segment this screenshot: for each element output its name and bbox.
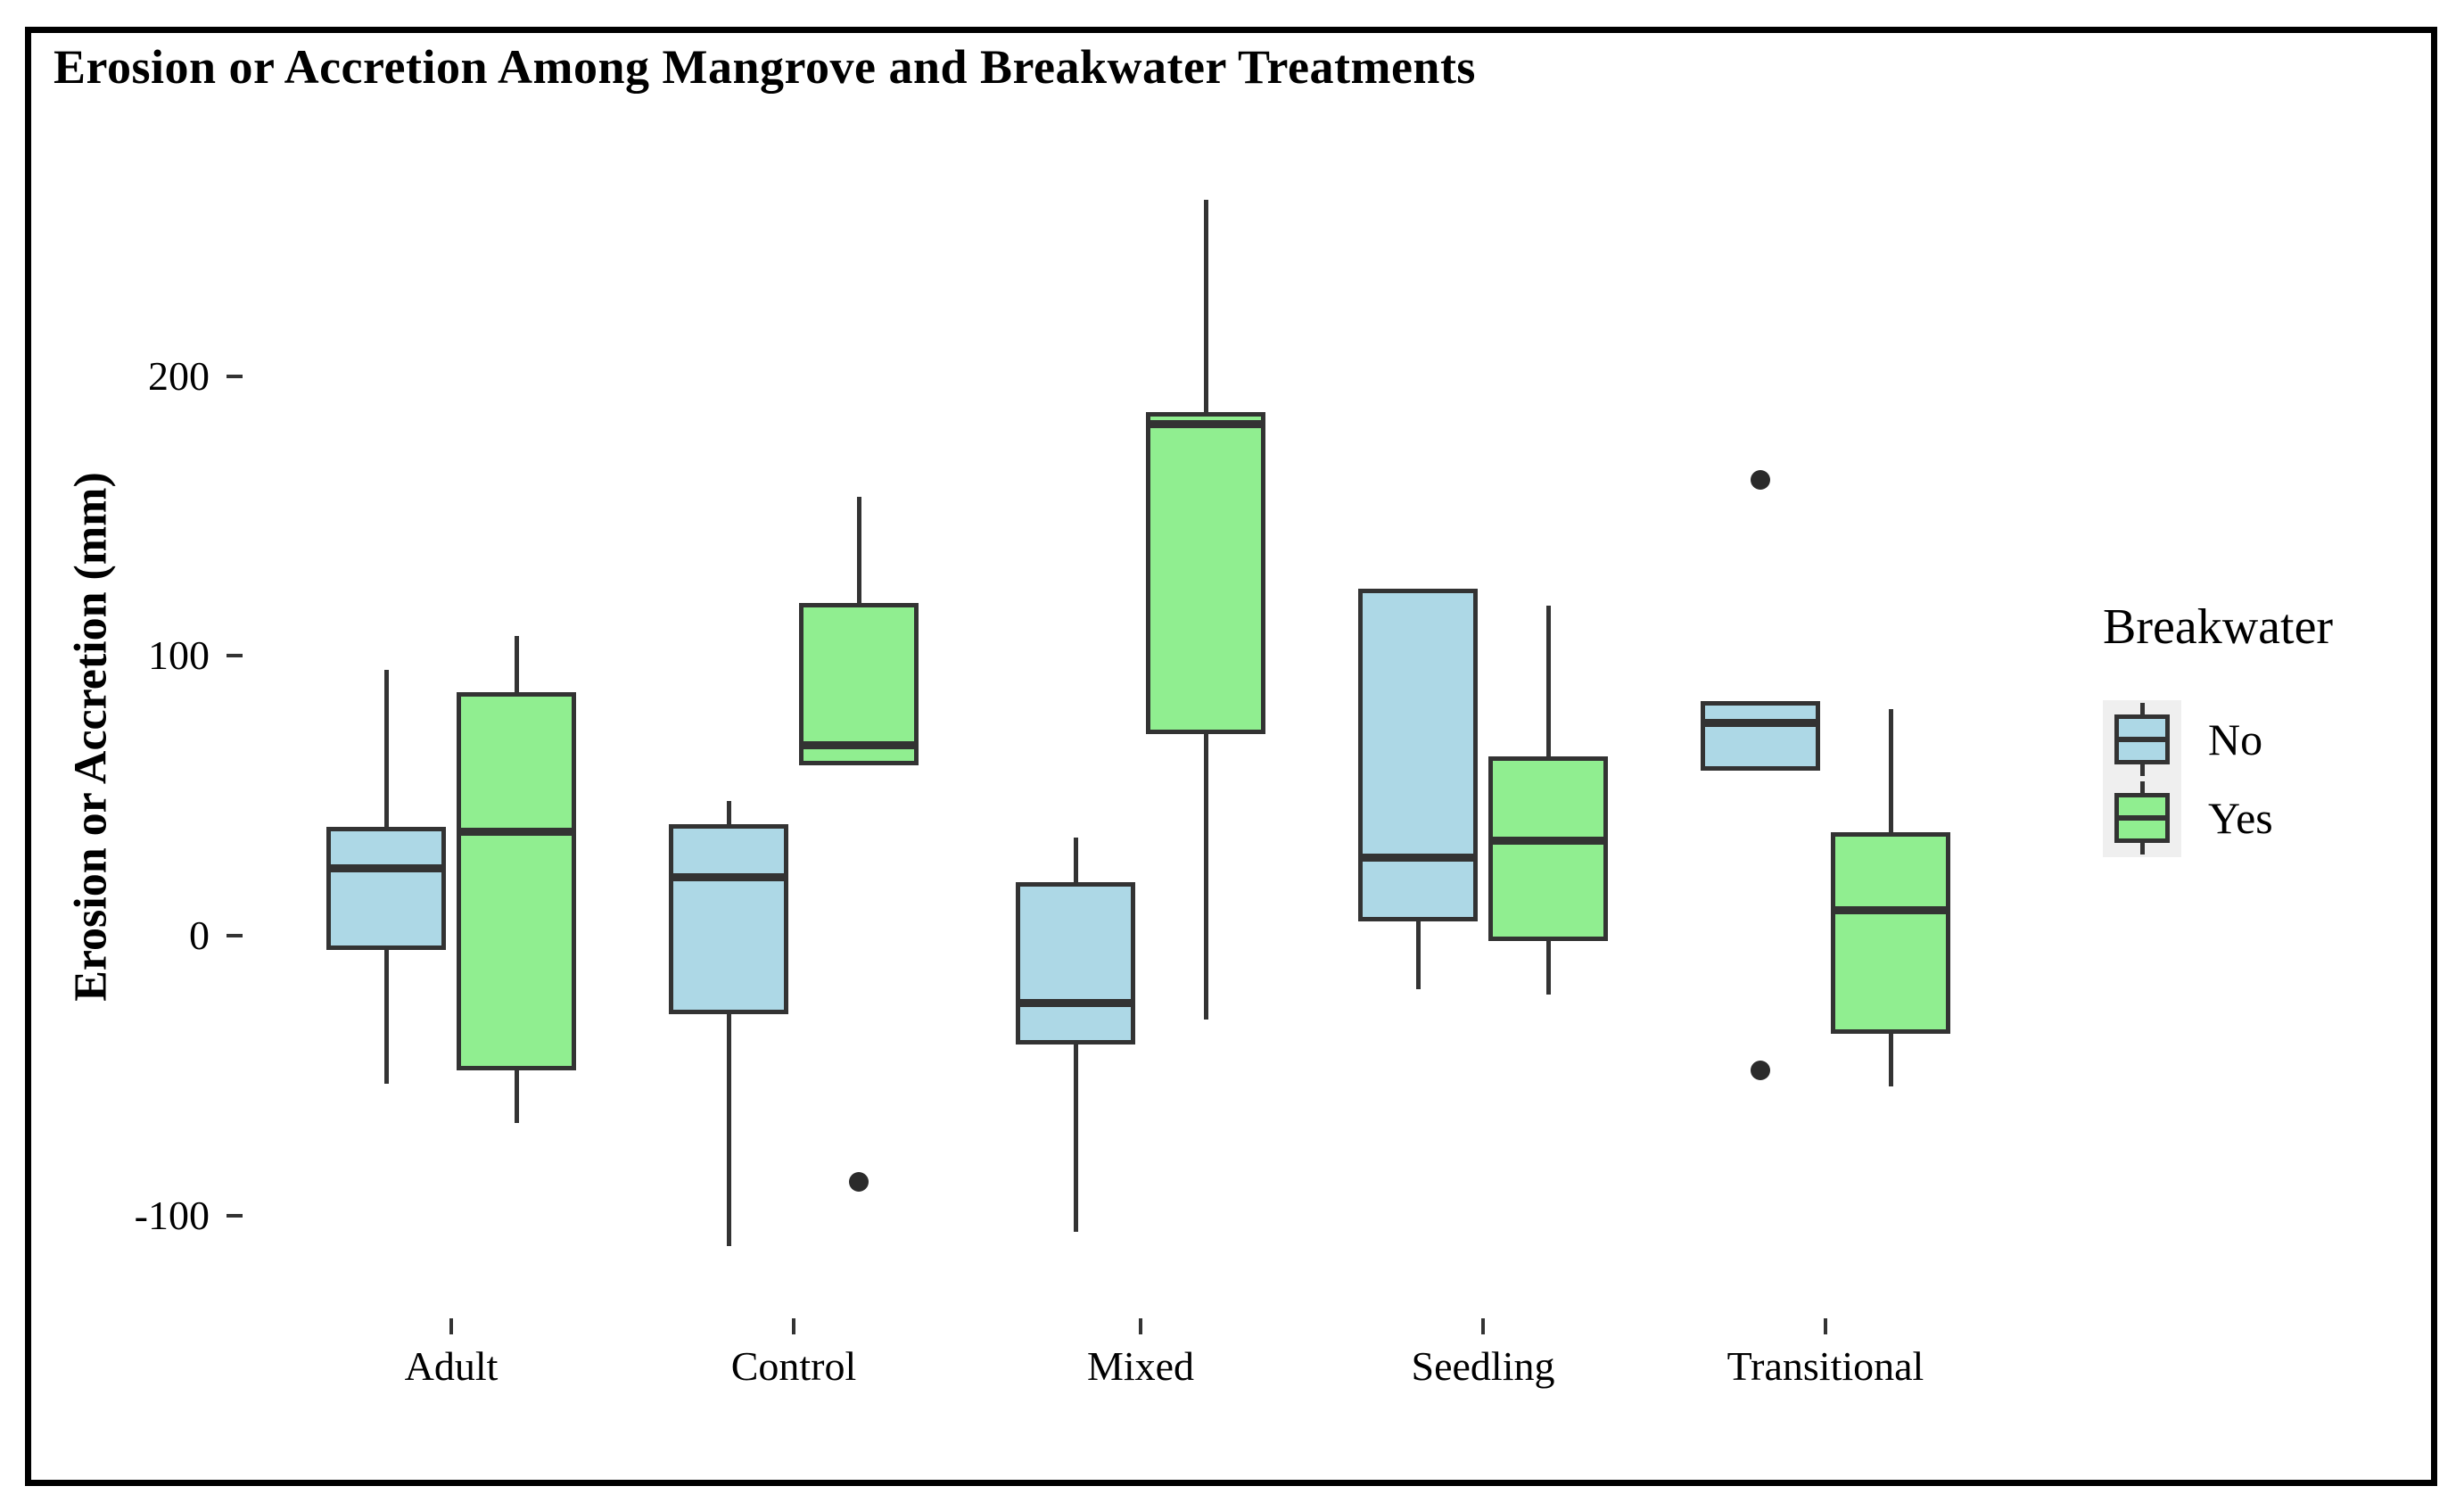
whisker-upper bbox=[1073, 838, 1078, 883]
median-line bbox=[1016, 998, 1135, 1007]
key-median-icon bbox=[2119, 737, 2165, 742]
outlier-point bbox=[1751, 1060, 1770, 1080]
whisker-lower bbox=[1415, 921, 1421, 989]
boxplot-box bbox=[799, 602, 919, 765]
whisker-upper bbox=[383, 670, 389, 827]
outlier-point bbox=[849, 1172, 869, 1192]
key-box-icon bbox=[2114, 714, 2170, 764]
x-tick-mark bbox=[1139, 1318, 1142, 1334]
x-tick-mark bbox=[449, 1318, 453, 1334]
legend-key-yes: Yes bbox=[2103, 779, 2333, 857]
y-tick-mark bbox=[227, 1213, 243, 1218]
boxplot-box bbox=[669, 823, 788, 1014]
median-line bbox=[1358, 853, 1478, 862]
x-tick-label: Control bbox=[730, 1343, 857, 1389]
y-tick-label: 0 bbox=[189, 912, 210, 958]
figure-border bbox=[25, 27, 2437, 1486]
boxplot-box bbox=[1488, 756, 1608, 942]
x-tick-mark bbox=[1824, 1318, 1827, 1334]
y-tick-mark bbox=[227, 374, 243, 378]
y-tick-mark bbox=[227, 934, 243, 937]
whisker-upper bbox=[856, 496, 861, 603]
median-line bbox=[457, 828, 576, 837]
boxplot-box bbox=[1701, 700, 1820, 771]
legend-label-no: No bbox=[2208, 714, 2263, 764]
legend-title: Breakwater bbox=[2103, 599, 2334, 655]
chart-title: Erosion or Accretion Among Mangrove and … bbox=[54, 40, 1476, 94]
whisker-lower bbox=[1888, 1033, 1893, 1087]
y-tick-label: 200 bbox=[148, 352, 210, 399]
boxplot-box bbox=[1146, 412, 1265, 735]
boxplot-key-icon bbox=[2103, 779, 2181, 857]
median-line bbox=[1831, 906, 1950, 915]
median-line bbox=[669, 872, 788, 881]
boxplot-box bbox=[457, 692, 576, 1070]
x-tick-label: Adult bbox=[404, 1343, 499, 1389]
boxplot-box bbox=[1831, 831, 1950, 1034]
outlier-point bbox=[1751, 469, 1770, 490]
whisker-lower bbox=[1073, 1044, 1078, 1233]
x-tick-label: Seedling bbox=[1411, 1343, 1555, 1389]
median-line bbox=[799, 741, 919, 750]
median-line bbox=[1146, 419, 1265, 428]
median-line bbox=[1488, 836, 1608, 845]
whisker-upper bbox=[726, 801, 731, 824]
y-tick-mark bbox=[227, 654, 243, 658]
x-tick-label: Mixed bbox=[1086, 1343, 1195, 1389]
legend-keys: No Yes bbox=[2103, 700, 2333, 857]
whisker-upper bbox=[1888, 708, 1893, 832]
x-tick-mark bbox=[1481, 1318, 1485, 1334]
whisker-lower bbox=[383, 949, 389, 1085]
y-tick-label: 100 bbox=[148, 632, 210, 679]
legend-key-no: No bbox=[2103, 700, 2333, 779]
x-tick-label: Transitional bbox=[1726, 1343, 1924, 1389]
median-line bbox=[326, 864, 446, 873]
boxplot-box bbox=[1016, 882, 1135, 1045]
boxplot-key-icon bbox=[2103, 700, 2181, 779]
key-whisker-icon bbox=[2140, 781, 2145, 793]
key-whisker-icon bbox=[2140, 843, 2145, 855]
key-whisker-icon bbox=[2140, 703, 2145, 714]
x-tick-mark bbox=[792, 1318, 795, 1334]
whisker-upper bbox=[514, 636, 519, 693]
whisker-lower bbox=[1203, 734, 1208, 1020]
whisker-lower bbox=[1545, 941, 1551, 995]
legend-label-yes: Yes bbox=[2208, 793, 2273, 843]
key-box-icon bbox=[2114, 793, 2170, 843]
y-tick-label: -100 bbox=[134, 1192, 210, 1238]
boxplot-box bbox=[1358, 589, 1478, 922]
whisker-lower bbox=[514, 1069, 519, 1124]
legend: Breakwater No bbox=[2103, 592, 2333, 857]
key-whisker-icon bbox=[2140, 764, 2145, 776]
whisker-upper bbox=[1545, 605, 1551, 757]
whisker-lower bbox=[726, 1013, 731, 1247]
median-line bbox=[1701, 719, 1820, 728]
key-median-icon bbox=[2119, 815, 2165, 821]
boxplot-box bbox=[326, 826, 446, 950]
whisker-upper bbox=[1203, 200, 1208, 413]
